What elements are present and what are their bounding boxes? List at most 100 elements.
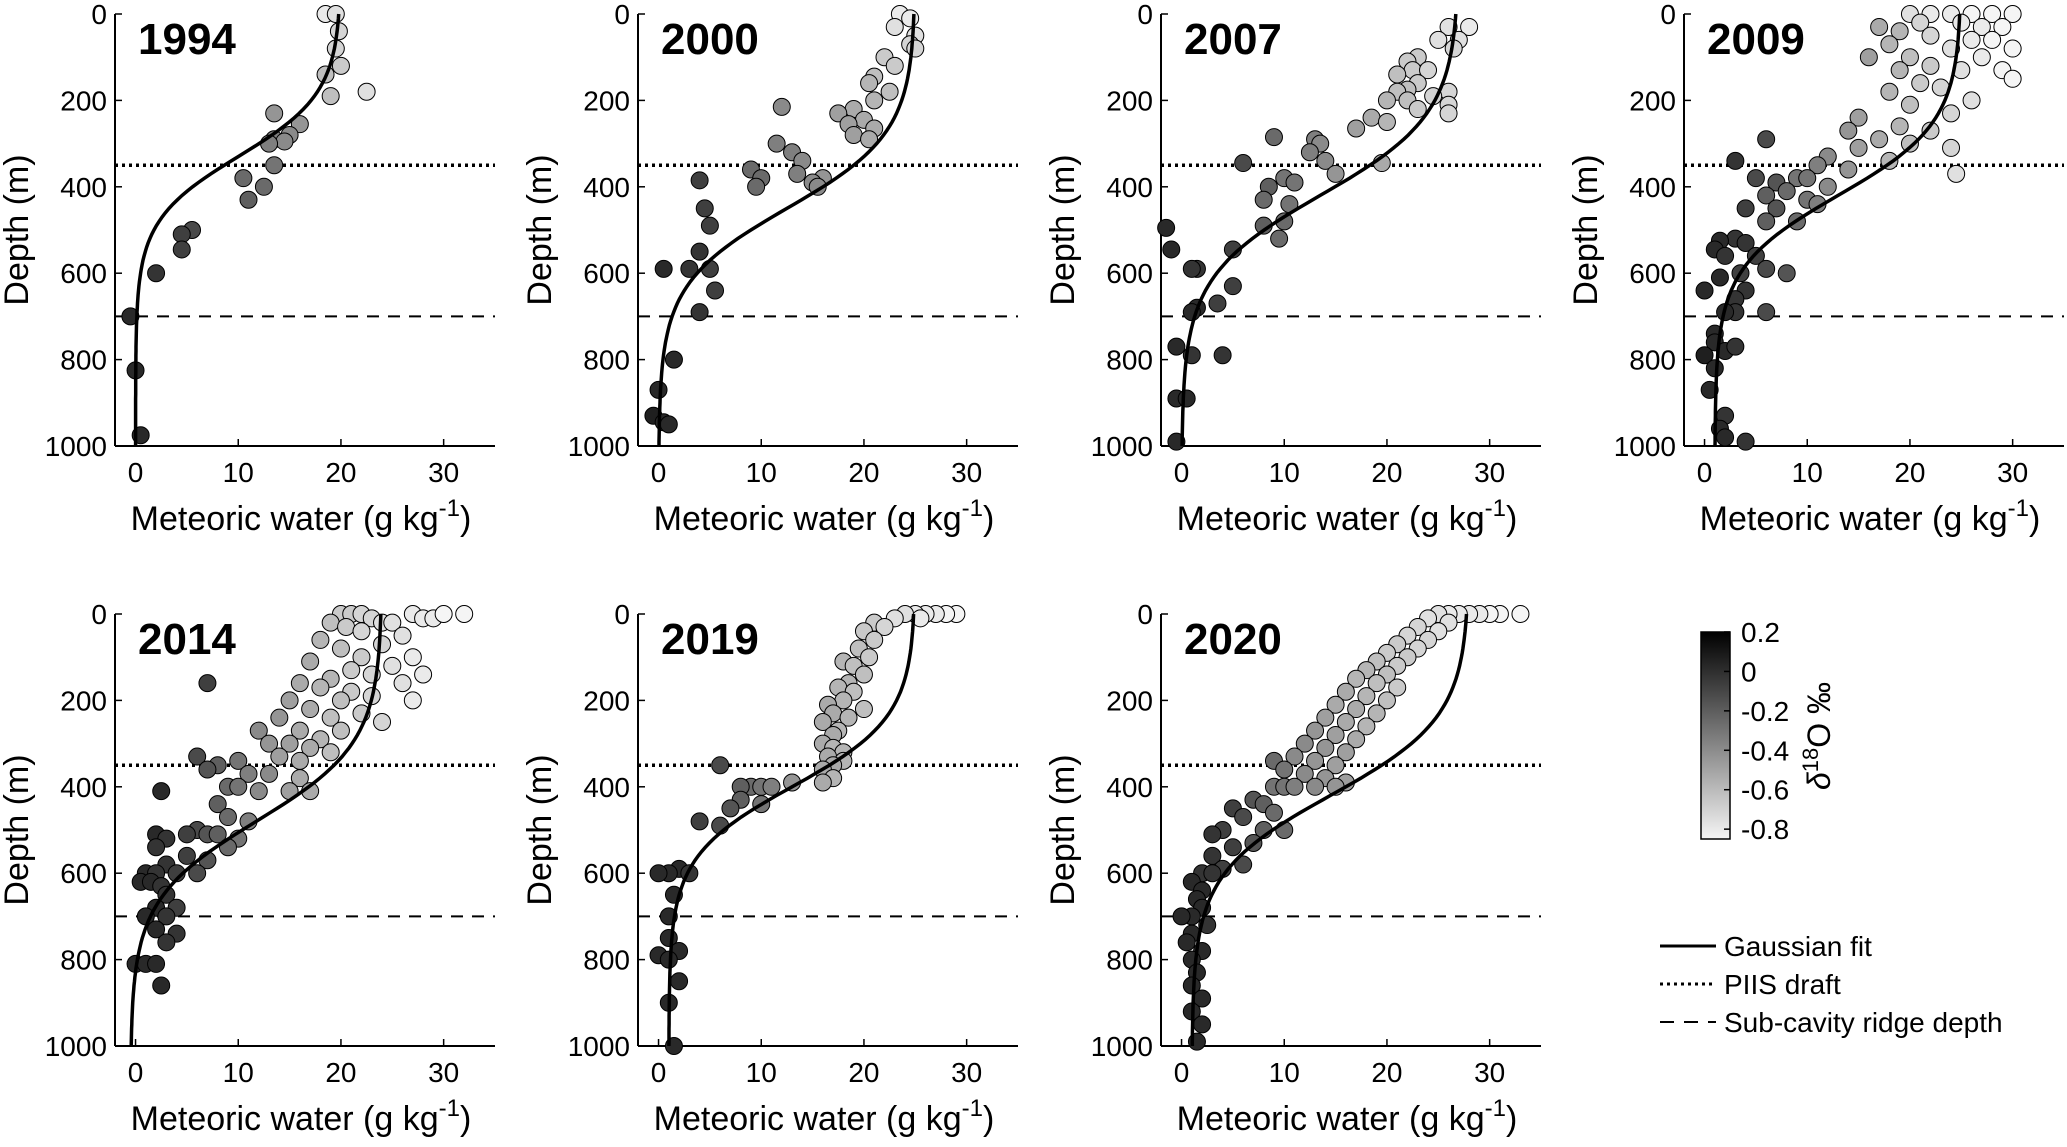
- data-point: [280, 691, 299, 710]
- data-point: [1900, 95, 1919, 114]
- panel-2007: 0 200 400 600 800 1000 0 10 20 30 Depth (m) Meteori…: [1044, 0, 1541, 538]
- data-point: [383, 656, 402, 675]
- y-tick-label: 1000: [45, 431, 107, 462]
- y-tick-label: 600: [60, 258, 107, 289]
- data-point: [1808, 156, 1827, 175]
- data-point: [1962, 91, 1981, 110]
- data-point: [383, 613, 402, 632]
- data-point: [1208, 294, 1227, 313]
- y-tick-label: 400: [583, 172, 630, 203]
- colorbar-tick-label: -0.6: [1741, 775, 1789, 806]
- panel-year-label: 2009: [1707, 15, 1805, 64]
- data-point: [290, 721, 309, 740]
- data-point: [1962, 30, 1981, 49]
- data-point: [1316, 708, 1335, 727]
- data-point: [208, 795, 227, 814]
- data-point: [767, 134, 786, 153]
- y-tick-label: 400: [60, 772, 107, 803]
- y-tick-label: 0: [91, 599, 107, 630]
- data-point: [1972, 48, 1991, 67]
- data-point: [1767, 199, 1786, 218]
- data-point: [885, 56, 904, 75]
- data-point: [152, 782, 171, 801]
- x-axis-label: Meteoric water (g kg-1): [654, 1095, 995, 1138]
- y-tick-label: 600: [1106, 258, 1153, 289]
- data-point: [2003, 5, 2022, 23]
- y-tick-label: 600: [1106, 858, 1153, 889]
- data-point: [1419, 61, 1438, 80]
- data-point: [275, 132, 294, 151]
- data-point: [331, 691, 350, 710]
- panel-year-label: 2014: [138, 615, 236, 664]
- data-point: [1347, 700, 1366, 719]
- x-tick-label: 0: [128, 1057, 144, 1088]
- data-point: [1736, 432, 1755, 451]
- data-point: [690, 303, 709, 322]
- data-point: [1336, 682, 1355, 701]
- data-point: [680, 259, 699, 278]
- data-point: [1429, 30, 1448, 49]
- x-tick-label: 30: [1474, 1057, 1505, 1088]
- y-axis-label: Depth (m): [1044, 754, 1082, 905]
- data-point: [1757, 130, 1776, 149]
- data-point: [311, 630, 330, 649]
- data-point: [311, 678, 330, 697]
- data-point: [218, 808, 237, 827]
- data-point: [331, 56, 350, 75]
- x-tick-label: 10: [746, 1057, 777, 1088]
- data-point: [229, 751, 248, 770]
- data-point: [1798, 169, 1817, 188]
- data-point: [188, 747, 207, 766]
- panel-2000: 0 200 400 600 800 1000 0 10 20 30 Depth (m) Meteori…: [521, 0, 1018, 538]
- panel-2014: 0 200 400 600 800 1000 0 10 20 30 Depth (m) Meteori…: [0, 599, 495, 1138]
- data-point: [254, 177, 273, 196]
- data-point: [690, 171, 709, 190]
- data-point: [1295, 764, 1314, 783]
- data-point: [1880, 35, 1899, 54]
- data-point: [695, 199, 714, 218]
- data-point: [265, 104, 284, 123]
- data-point: [1757, 212, 1776, 231]
- data-point: [1388, 65, 1407, 84]
- y-axis-label: Depth (m): [521, 154, 559, 305]
- data-point: [1223, 838, 1242, 857]
- data-point: [1162, 240, 1181, 259]
- data-point: [1270, 229, 1289, 248]
- x-tick-label: 10: [1792, 457, 1823, 488]
- data-point: [880, 82, 899, 101]
- gaussian-fit-curve: [667, 613, 916, 1047]
- data-point: [1357, 717, 1376, 736]
- colorbar-tick-label: 0.2: [1741, 617, 1780, 648]
- y-tick-label: 200: [60, 685, 107, 716]
- panel-2020: 0 200 400 600 800 1000 0 10 20 30 Depth (m) Meteori…: [1044, 599, 1541, 1138]
- data-point: [280, 734, 299, 753]
- data-point: [455, 605, 474, 623]
- data-point: [700, 216, 719, 235]
- data-point: [1700, 380, 1719, 399]
- data-point: [860, 130, 879, 149]
- data-point: [403, 691, 422, 710]
- data-point: [788, 164, 807, 183]
- data-point: [1839, 160, 1858, 179]
- data-point: [1777, 264, 1796, 283]
- data-point: [260, 734, 279, 753]
- data-point: [342, 661, 361, 680]
- data-point: [772, 97, 791, 116]
- data-point: [854, 700, 873, 719]
- data-point: [1326, 725, 1345, 744]
- data-point: [1746, 169, 1765, 188]
- panel-1994: 0 200 400 600 800 1000 0 10 20 30 Depth (m) Meteori…: [0, 0, 495, 538]
- data-point: [649, 864, 668, 883]
- data-point: [326, 5, 345, 23]
- data-point: [1357, 687, 1376, 706]
- data-point: [337, 617, 356, 636]
- data-point: [321, 743, 340, 762]
- y-tick-label: 1000: [1614, 431, 1676, 462]
- data-point: [1167, 337, 1186, 356]
- y-tick-label: 1000: [568, 1031, 630, 1062]
- data-point: [1870, 17, 1889, 36]
- data-point: [393, 674, 412, 693]
- data-point: [721, 799, 740, 818]
- colorbar: 0.2 0 -0.2 -0.4 -0.6 -0.8 δ18O ‰: [1700, 617, 1837, 845]
